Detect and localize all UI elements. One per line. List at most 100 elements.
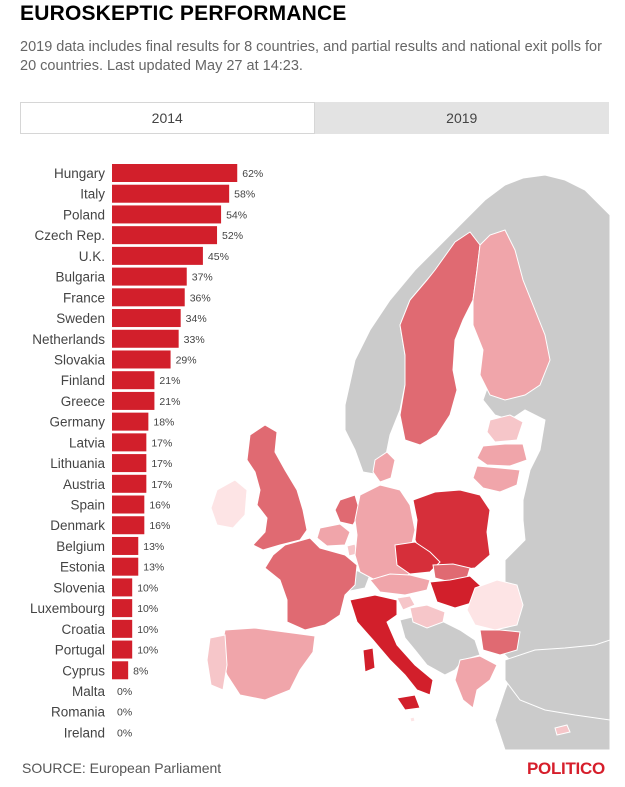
bar-category-label: Slovenia <box>53 580 105 595</box>
tab-2014[interactable]: 2014 <box>20 102 315 134</box>
map-estonia <box>486 414 524 443</box>
bar-category-label: Italy <box>80 187 105 202</box>
bar[interactable] <box>112 661 129 680</box>
bar-value-label: 29% <box>176 354 197 366</box>
bar-category-label: Denmark <box>50 518 105 533</box>
bar-value-label: 34% <box>186 313 207 325</box>
bar-category-label: Ireland <box>64 725 105 740</box>
bar[interactable] <box>112 495 145 514</box>
bar-value-label: 8% <box>133 665 148 677</box>
bar-value-label: 52% <box>222 230 243 242</box>
map-sicily <box>396 694 421 711</box>
bar[interactable] <box>112 433 147 452</box>
bar-category-label: Spain <box>70 498 105 513</box>
map-finland <box>472 229 551 401</box>
bar-category-label: Germany <box>49 415 105 430</box>
map-uk <box>246 424 308 551</box>
bar[interactable] <box>112 599 133 618</box>
bar[interactable] <box>112 226 218 245</box>
bar-category-label: France <box>63 290 105 305</box>
bar-value-label: 45% <box>208 251 229 263</box>
bar-category-label: Croatia <box>61 622 105 637</box>
map-turkey-land <box>504 639 610 721</box>
bar-value-label: 16% <box>149 520 170 532</box>
bar-value-label: 10% <box>137 603 158 615</box>
bar-category-label: Lithuania <box>50 456 105 471</box>
bar-value-label: 0% <box>117 686 132 698</box>
map-netherlands <box>334 494 361 526</box>
bar[interactable] <box>112 329 179 348</box>
bar-category-label: Czech Rep. <box>34 228 105 243</box>
europe-map <box>206 174 610 750</box>
bar[interactable] <box>112 619 133 638</box>
year-tabs: 2014 2019 <box>20 102 609 134</box>
map-cyprus <box>554 724 571 736</box>
bar-category-label: Luxembourg <box>30 601 105 616</box>
bar[interactable] <box>112 640 133 659</box>
bar[interactable] <box>112 536 139 555</box>
map-sardinia <box>362 647 376 673</box>
bar-value-label: 17% <box>151 479 172 491</box>
map-austria <box>369 573 431 596</box>
map-slovenia <box>396 595 416 611</box>
bar[interactable] <box>112 350 171 369</box>
bar-value-label: 33% <box>184 334 205 346</box>
bar-category-label: Latvia <box>69 435 106 450</box>
bar-value-label: 21% <box>159 396 180 408</box>
map-romania <box>466 579 524 631</box>
bar[interactable] <box>112 164 238 182</box>
bar-value-label: 10% <box>137 624 158 636</box>
bar[interactable] <box>112 557 139 576</box>
bar[interactable] <box>112 371 155 390</box>
map-malta <box>409 716 416 723</box>
bar[interactable] <box>112 391 155 410</box>
bar-category-label: Poland <box>63 207 105 222</box>
map-greece <box>454 655 498 709</box>
map-denmark <box>372 451 396 483</box>
map-france <box>264 537 358 631</box>
bar-value-label: 0% <box>117 707 132 719</box>
bar[interactable] <box>112 288 185 307</box>
bar-category-label: Estonia <box>60 560 106 575</box>
bar[interactable] <box>112 309 181 328</box>
bar[interactable] <box>112 578 133 597</box>
bar-category-label: Greece <box>61 394 105 409</box>
map-ireland <box>210 479 248 529</box>
bar[interactable] <box>112 205 222 224</box>
bar-category-label: Hungary <box>54 166 105 181</box>
bar-value-label: 0% <box>117 727 132 739</box>
bar-category-label: Netherlands <box>32 332 105 347</box>
bar-value-label: 58% <box>234 189 255 201</box>
bar-value-label: 18% <box>153 417 174 429</box>
bar-category-label: Portugal <box>55 643 105 658</box>
map-bulgaria <box>479 629 521 656</box>
tab-2019[interactable]: 2019 <box>314 102 609 134</box>
bar-value-label: 17% <box>151 437 172 449</box>
bar[interactable] <box>112 516 145 535</box>
bar-category-label: Romania <box>51 705 106 720</box>
bar-category-label: Sweden <box>56 311 105 326</box>
map-latvia <box>476 443 528 467</box>
map-lithuania <box>472 465 521 493</box>
bar-value-label: 16% <box>149 500 170 512</box>
bar-value-label: 54% <box>226 209 247 221</box>
bar-category-label: Cyprus <box>62 663 105 678</box>
bar-category-label: Bulgaria <box>55 270 105 285</box>
map-croatia <box>409 604 446 629</box>
bar[interactable] <box>112 474 147 493</box>
bar[interactable] <box>112 412 149 431</box>
map-sweden <box>399 231 481 446</box>
bar-category-label: Slovakia <box>54 352 106 367</box>
bar-category-label: Austria <box>63 477 106 492</box>
bar[interactable] <box>112 246 203 265</box>
bar-value-label: 10% <box>137 582 158 594</box>
bar[interactable] <box>112 267 187 286</box>
bar[interactable] <box>112 184 230 203</box>
bar-category-label: Malta <box>72 684 106 699</box>
bar-value-label: 10% <box>137 645 158 657</box>
bar-value-label: 37% <box>192 272 213 284</box>
bar[interactable] <box>112 454 147 473</box>
bar-value-label: 13% <box>143 541 164 553</box>
bar-chart: Hungary 62% Italy 58% Poland 54% Czech Rep. 52%… <box>30 164 263 740</box>
politico-logo[interactable]: POLITICO <box>527 759 605 778</box>
